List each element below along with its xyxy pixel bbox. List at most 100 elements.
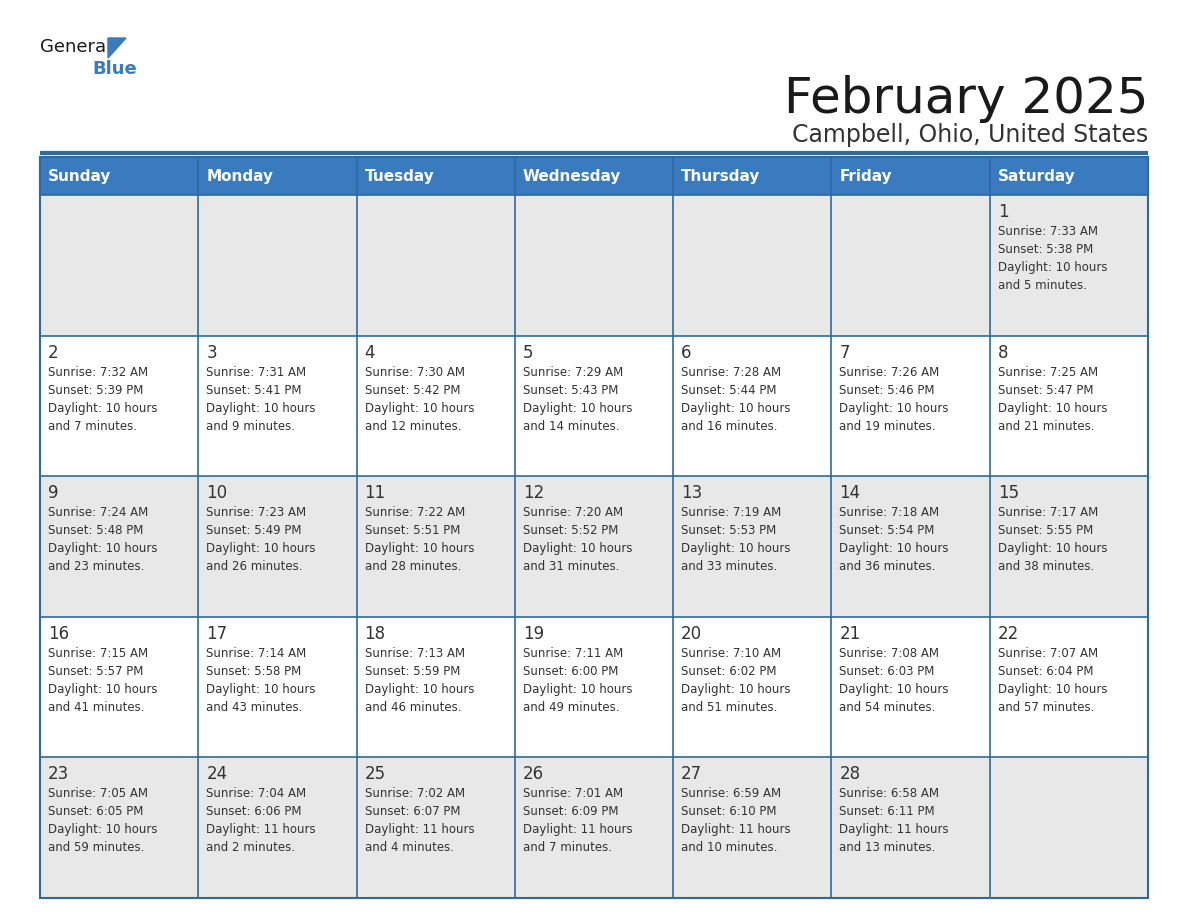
- Text: Daylight: 10 hours: Daylight: 10 hours: [365, 683, 474, 696]
- Text: Sunset: 6:07 PM: Sunset: 6:07 PM: [365, 805, 460, 819]
- Bar: [40, 157, 198, 195]
- Bar: [514, 476, 674, 617]
- Text: Sunset: 6:04 PM: Sunset: 6:04 PM: [998, 665, 1093, 677]
- Text: 2: 2: [48, 343, 58, 362]
- Text: Sunrise: 7:17 AM: Sunrise: 7:17 AM: [998, 506, 1098, 520]
- Text: and 7 minutes.: and 7 minutes.: [48, 420, 137, 432]
- Text: Saturday: Saturday: [998, 169, 1075, 184]
- Text: 10: 10: [207, 484, 227, 502]
- Text: Sunrise: 7:07 AM: Sunrise: 7:07 AM: [998, 647, 1098, 660]
- Bar: [674, 617, 832, 757]
- Text: Sunrise: 7:05 AM: Sunrise: 7:05 AM: [48, 788, 148, 800]
- Text: Sunset: 5:53 PM: Sunset: 5:53 PM: [681, 524, 777, 537]
- Text: and 7 minutes.: and 7 minutes.: [523, 842, 612, 855]
- Text: and 57 minutes.: and 57 minutes.: [998, 700, 1094, 714]
- Text: and 5 minutes.: and 5 minutes.: [998, 279, 1087, 292]
- Text: Daylight: 10 hours: Daylight: 10 hours: [840, 401, 949, 415]
- Text: Daylight: 10 hours: Daylight: 10 hours: [998, 401, 1107, 415]
- Text: Sunrise: 7:22 AM: Sunrise: 7:22 AM: [365, 506, 465, 520]
- Text: Sunrise: 7:30 AM: Sunrise: 7:30 AM: [365, 365, 465, 378]
- Text: Daylight: 10 hours: Daylight: 10 hours: [523, 683, 632, 696]
- Bar: [990, 757, 1148, 898]
- Text: Daylight: 10 hours: Daylight: 10 hours: [523, 543, 632, 555]
- Bar: [356, 336, 514, 476]
- Text: Sunset: 6:09 PM: Sunset: 6:09 PM: [523, 805, 619, 819]
- Text: and 26 minutes.: and 26 minutes.: [207, 560, 303, 573]
- Bar: [40, 157, 1148, 195]
- Text: and 46 minutes.: and 46 minutes.: [365, 700, 461, 714]
- Text: and 13 minutes.: and 13 minutes.: [840, 842, 936, 855]
- Text: February 2025: February 2025: [784, 75, 1148, 123]
- Text: Sunset: 5:48 PM: Sunset: 5:48 PM: [48, 524, 144, 537]
- Bar: [674, 336, 832, 476]
- Bar: [40, 336, 198, 476]
- Text: Wednesday: Wednesday: [523, 169, 621, 184]
- Text: 26: 26: [523, 766, 544, 783]
- Bar: [40, 757, 198, 898]
- Bar: [356, 617, 514, 757]
- Text: Daylight: 10 hours: Daylight: 10 hours: [48, 543, 158, 555]
- Text: Daylight: 10 hours: Daylight: 10 hours: [681, 401, 791, 415]
- Text: Sunset: 5:55 PM: Sunset: 5:55 PM: [998, 524, 1093, 537]
- Text: Sunset: 6:00 PM: Sunset: 6:00 PM: [523, 665, 618, 677]
- Text: Sunset: 5:41 PM: Sunset: 5:41 PM: [207, 384, 302, 397]
- Text: 19: 19: [523, 625, 544, 643]
- Text: Sunrise: 7:02 AM: Sunrise: 7:02 AM: [365, 788, 465, 800]
- Text: 17: 17: [207, 625, 227, 643]
- Text: and 12 minutes.: and 12 minutes.: [365, 420, 461, 432]
- Text: Sunrise: 7:20 AM: Sunrise: 7:20 AM: [523, 506, 623, 520]
- Text: 24: 24: [207, 766, 227, 783]
- Text: and 36 minutes.: and 36 minutes.: [840, 560, 936, 573]
- Bar: [198, 757, 356, 898]
- Text: Sunset: 5:42 PM: Sunset: 5:42 PM: [365, 384, 460, 397]
- Bar: [674, 476, 832, 617]
- Text: Daylight: 10 hours: Daylight: 10 hours: [681, 683, 791, 696]
- Text: Sunset: 5:39 PM: Sunset: 5:39 PM: [48, 384, 144, 397]
- Text: Sunrise: 7:29 AM: Sunrise: 7:29 AM: [523, 365, 624, 378]
- Text: and 51 minutes.: and 51 minutes.: [681, 700, 777, 714]
- Text: Sunrise: 6:59 AM: Sunrise: 6:59 AM: [681, 788, 782, 800]
- Bar: [514, 195, 674, 336]
- Text: Daylight: 10 hours: Daylight: 10 hours: [207, 401, 316, 415]
- Text: 7: 7: [840, 343, 849, 362]
- Bar: [198, 195, 356, 336]
- Text: Sunset: 5:54 PM: Sunset: 5:54 PM: [840, 524, 935, 537]
- Text: Friday: Friday: [840, 169, 892, 184]
- Text: Sunset: 5:38 PM: Sunset: 5:38 PM: [998, 243, 1093, 256]
- Text: Daylight: 10 hours: Daylight: 10 hours: [48, 823, 158, 836]
- Bar: [514, 157, 674, 195]
- Text: and 49 minutes.: and 49 minutes.: [523, 700, 619, 714]
- Bar: [832, 476, 990, 617]
- Text: Sunrise: 7:04 AM: Sunrise: 7:04 AM: [207, 788, 307, 800]
- Text: 4: 4: [365, 343, 375, 362]
- Bar: [40, 617, 198, 757]
- Text: Sunset: 5:58 PM: Sunset: 5:58 PM: [207, 665, 302, 677]
- Text: 28: 28: [840, 766, 860, 783]
- Text: Daylight: 10 hours: Daylight: 10 hours: [840, 543, 949, 555]
- Text: Daylight: 11 hours: Daylight: 11 hours: [523, 823, 632, 836]
- Text: 3: 3: [207, 343, 217, 362]
- Text: Sunset: 5:47 PM: Sunset: 5:47 PM: [998, 384, 1093, 397]
- Bar: [832, 157, 990, 195]
- Bar: [40, 476, 198, 617]
- Bar: [674, 195, 832, 336]
- Text: 9: 9: [48, 484, 58, 502]
- Bar: [514, 336, 674, 476]
- Text: 21: 21: [840, 625, 860, 643]
- Text: Sunrise: 7:18 AM: Sunrise: 7:18 AM: [840, 506, 940, 520]
- Polygon shape: [108, 38, 126, 58]
- Bar: [356, 157, 514, 195]
- Text: Daylight: 10 hours: Daylight: 10 hours: [365, 401, 474, 415]
- Text: and 9 minutes.: and 9 minutes.: [207, 420, 296, 432]
- Text: Sunrise: 6:58 AM: Sunrise: 6:58 AM: [840, 788, 940, 800]
- Text: Sunrise: 7:01 AM: Sunrise: 7:01 AM: [523, 788, 623, 800]
- Text: Daylight: 10 hours: Daylight: 10 hours: [523, 401, 632, 415]
- Text: Daylight: 11 hours: Daylight: 11 hours: [207, 823, 316, 836]
- Bar: [990, 476, 1148, 617]
- Bar: [356, 476, 514, 617]
- Text: 18: 18: [365, 625, 386, 643]
- Bar: [674, 757, 832, 898]
- Text: 1: 1: [998, 203, 1009, 221]
- Text: Sunset: 6:10 PM: Sunset: 6:10 PM: [681, 805, 777, 819]
- Text: Sunset: 6:03 PM: Sunset: 6:03 PM: [840, 665, 935, 677]
